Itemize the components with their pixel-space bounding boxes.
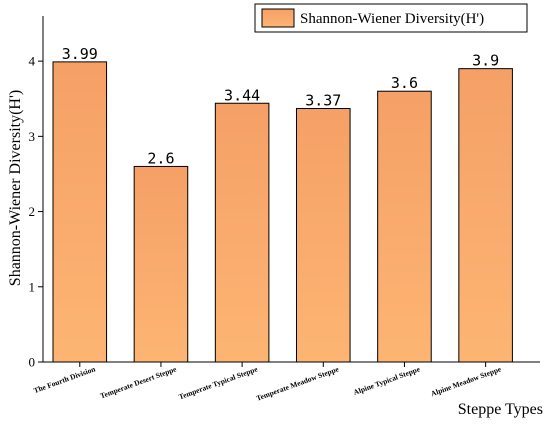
- bar-2: [214, 102, 270, 363]
- bar-4: [377, 90, 432, 363]
- x-axis-title: Steppe Types: [458, 401, 543, 418]
- y-tick-label-4: 4: [29, 54, 36, 69]
- bar-1: [133, 165, 189, 363]
- x-tick-label-3: Temperate Meadow Steppe: [255, 364, 341, 403]
- data-label-1: 2.6: [147, 149, 174, 167]
- data-label-0: 3.99: [62, 45, 98, 63]
- legend: Shannon-Wiener Diversity(H'): [254, 3, 528, 33]
- y-tick-label-3: 3: [29, 129, 36, 144]
- y-axis-title: Shannon-Wiener Diversity(H'): [7, 90, 24, 286]
- bars: [52, 61, 513, 363]
- y-ticks: 0 1 2 3 4: [29, 54, 43, 370]
- x-ticks: The Fourth Division Temperate Desert Step…: [32, 362, 503, 403]
- x-tick-label-2: Temperate Typical Steppe: [178, 364, 260, 401]
- data-label-2: 3.44: [224, 86, 260, 104]
- data-label-4: 3.6: [391, 74, 418, 92]
- data-labels: 3.99 2.6 3.44 3.37 3.6 3.9: [62, 45, 499, 168]
- bar-3: [296, 108, 351, 363]
- y-tick-label-1: 1: [29, 279, 36, 294]
- bar-0: [52, 61, 108, 363]
- data-label-5: 3.9: [472, 52, 499, 70]
- legend-label: Shannon-Wiener Diversity(H'): [300, 11, 484, 27]
- y-tick-label-2: 2: [29, 204, 36, 219]
- x-tick-label-1: Temperate Desert Steppe: [99, 364, 178, 400]
- x-tick-label-0: The Fourth Division: [32, 364, 97, 395]
- y-tick-label-0: 0: [29, 355, 36, 370]
- legend-box: [254, 3, 528, 33]
- data-label-3: 3.37: [305, 92, 341, 110]
- bar-5: [458, 68, 513, 363]
- x-tick-label-4: Alpine Typical Steppe: [352, 364, 422, 397]
- x-tick-label-5: Alpine Meadow Steppe: [430, 364, 503, 398]
- legend-swatch: [261, 8, 295, 28]
